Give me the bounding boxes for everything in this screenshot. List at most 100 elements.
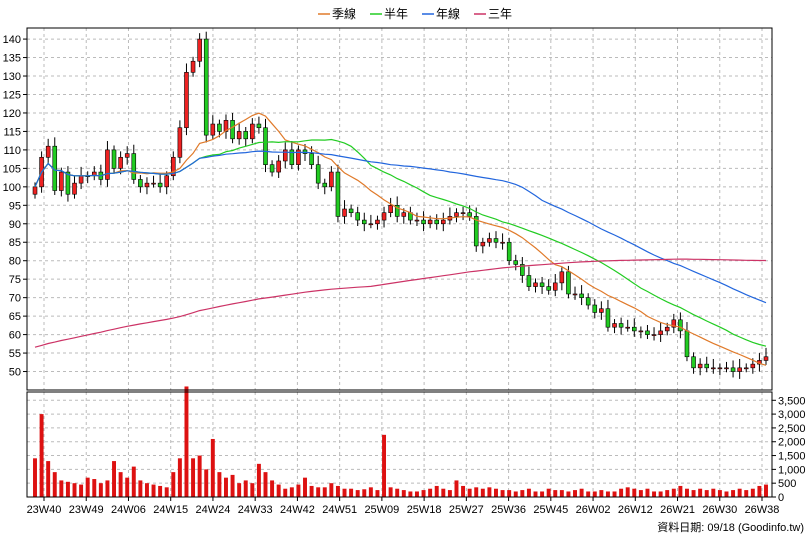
volume-bar — [164, 487, 169, 497]
volume-bar — [731, 490, 736, 497]
volume-bar — [553, 490, 558, 497]
volume-bar — [520, 490, 525, 497]
candle-body — [414, 219, 420, 222]
candle-body — [203, 38, 209, 136]
ma-year-line — [34, 150, 767, 304]
volume-bar — [645, 488, 650, 497]
candle-body — [375, 219, 380, 225]
x-tick-label: 24W42 — [280, 504, 315, 516]
x-tick-label: 26W02 — [576, 504, 611, 516]
volume-bar — [579, 488, 584, 497]
candle-body — [210, 123, 216, 136]
volume-bar — [474, 487, 479, 497]
volume-tick-label: 1,500 — [778, 451, 806, 463]
candle-body — [32, 186, 38, 195]
volume-bar — [144, 483, 149, 497]
volume-bar — [507, 490, 512, 497]
candle-body — [217, 123, 222, 132]
candle-body — [559, 271, 565, 284]
price-tick-label: 50 — [9, 367, 21, 379]
volume-bar — [59, 480, 64, 497]
candle-body — [45, 145, 51, 158]
volume-bar — [151, 484, 156, 497]
candle-body — [401, 212, 407, 217]
volume-bar — [704, 490, 709, 497]
candle-body — [704, 363, 710, 369]
x-tick-label: 24W33 — [238, 504, 273, 516]
volume-bar — [533, 491, 538, 497]
candle-body — [717, 367, 723, 370]
volume-bar — [243, 480, 248, 497]
candle-body — [421, 219, 426, 225]
volume-bar — [230, 474, 235, 497]
price-tick-label: 60 — [9, 330, 21, 342]
volume-bar — [605, 491, 610, 497]
volume-bar — [197, 455, 202, 497]
candle-body — [276, 160, 281, 173]
price-tick-label: 100 — [3, 182, 21, 194]
price-tick-label: 65 — [9, 311, 21, 323]
candle-body — [59, 171, 64, 191]
x-tick-label: 23W49 — [69, 504, 104, 516]
candle-body — [65, 171, 71, 195]
volume-tick-label: 3,500 — [778, 395, 806, 407]
candle-body — [638, 330, 644, 333]
volume-bar — [592, 491, 597, 497]
volume-bar — [586, 491, 591, 497]
candle-body — [190, 60, 196, 73]
price-tick-label: 90 — [9, 219, 21, 231]
volume-bar — [480, 488, 485, 497]
volume-bar — [342, 488, 347, 497]
candle-body — [131, 153, 137, 180]
volume-bar — [691, 490, 696, 497]
volume-bar — [526, 488, 531, 497]
candle-body — [256, 123, 262, 129]
candle-body — [78, 175, 84, 184]
price-tick-label: 75 — [9, 274, 21, 286]
price-tick-label: 70 — [9, 293, 21, 305]
legend-label: 三年 — [488, 7, 512, 21]
price-tick-label: 125 — [3, 89, 21, 101]
candle-body — [533, 282, 538, 287]
volume-bar — [131, 466, 136, 497]
candle-body — [460, 212, 466, 214]
x-tick-label: 26W12 — [618, 504, 653, 516]
price-tick-label: 115 — [3, 126, 21, 138]
volume-bar — [171, 472, 176, 497]
volume-bar — [447, 490, 452, 497]
volume-bar — [494, 488, 498, 497]
candle-body — [157, 182, 163, 188]
volume-bar — [204, 469, 209, 497]
volume-bar — [368, 487, 373, 497]
volume-bar — [138, 480, 143, 497]
candle-body — [388, 205, 393, 213]
candle-body — [711, 367, 716, 370]
volume-bar — [678, 485, 683, 497]
candle-body — [520, 264, 525, 276]
volume-bar — [79, 484, 84, 497]
legend: 季線 半年 年線 三年 — [318, 6, 512, 21]
volume-bar — [665, 490, 670, 497]
volume-bar — [237, 483, 242, 497]
candle-body — [625, 326, 630, 329]
candle-body — [579, 293, 584, 298]
volume-bar — [65, 481, 70, 497]
volume-bar — [52, 472, 57, 497]
candle-body — [342, 208, 347, 217]
candle-body — [164, 175, 169, 188]
x-tick-label: 25W09 — [364, 504, 399, 516]
candle-body — [506, 241, 512, 262]
volume-bar — [764, 484, 768, 497]
x-tick-label: 25W27 — [449, 504, 484, 516]
candle-body — [750, 363, 756, 369]
volume-panel — [27, 392, 772, 497]
volume-bar — [85, 477, 90, 497]
volume-bar — [210, 438, 215, 497]
volume-bar — [105, 480, 110, 497]
candle-body — [335, 171, 341, 217]
price-tick-label: 135 — [3, 53, 21, 65]
ma-threeyear-line — [34, 258, 766, 348]
candle-body — [651, 334, 657, 336]
candle-body — [368, 223, 374, 226]
